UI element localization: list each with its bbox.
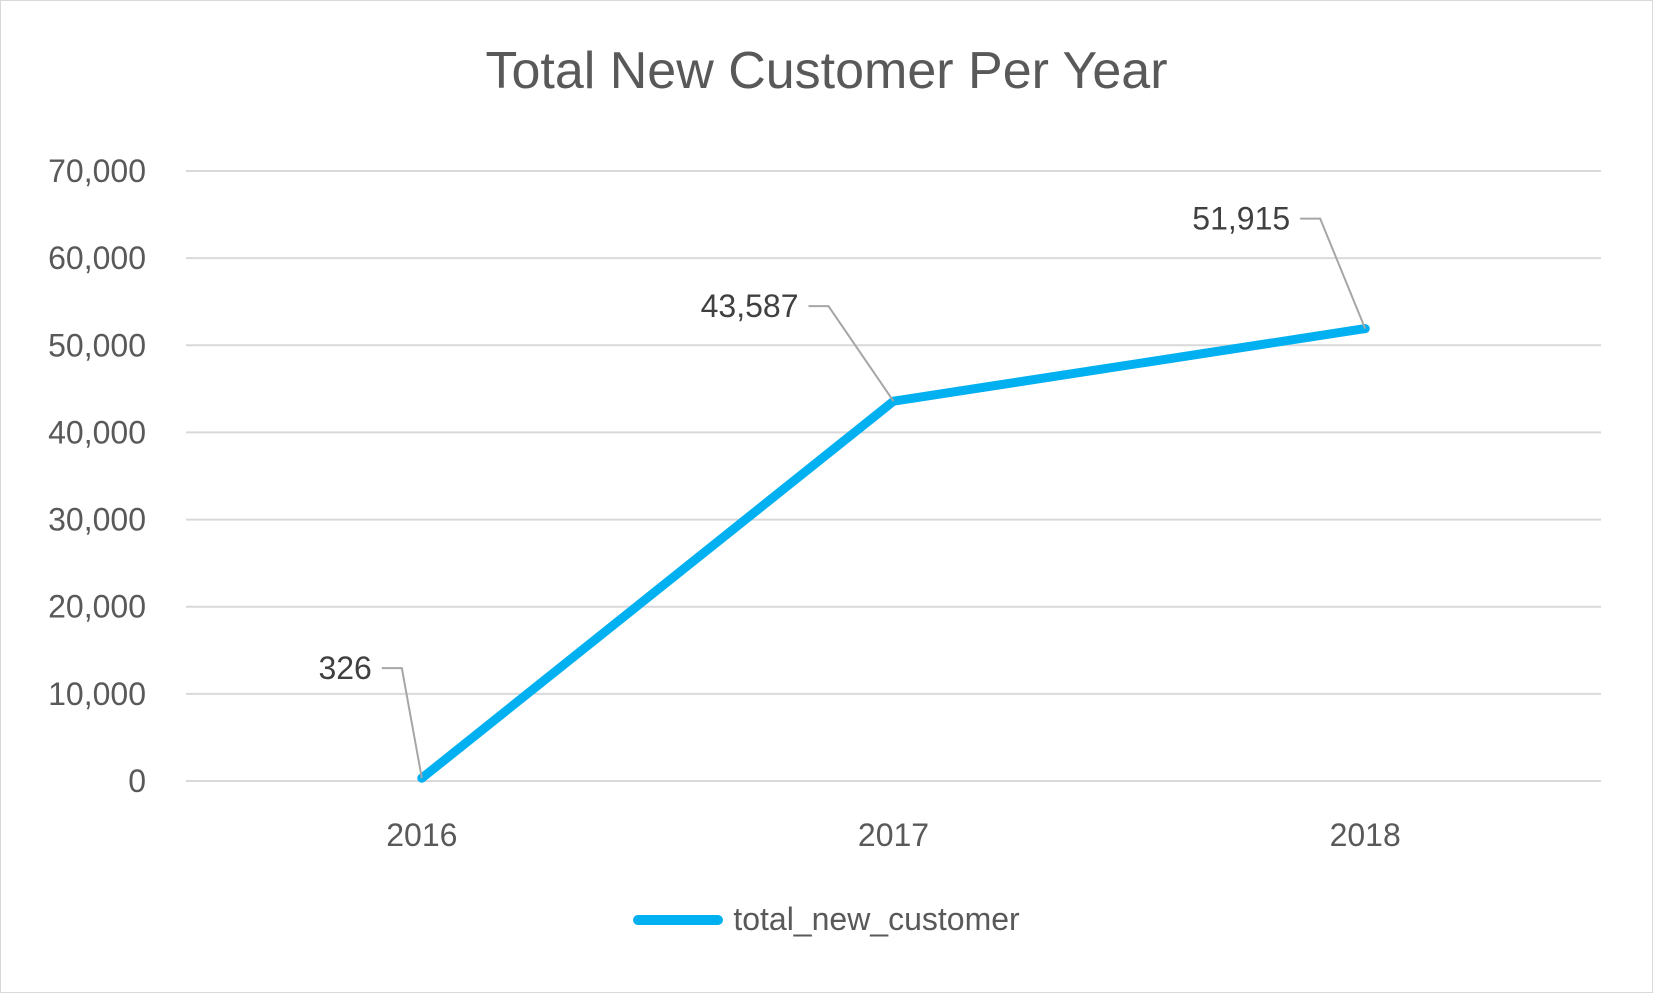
x-tick-label: 2018: [1330, 817, 1401, 853]
x-tick-label: 2017: [858, 817, 929, 853]
data-label: 51,915: [1192, 201, 1290, 237]
data-label-leader: [1300, 217, 1367, 329]
chart-title: Total New Customer Per Year: [485, 42, 1168, 100]
data-label: 43,587: [701, 288, 799, 324]
legend: total_new_customer: [1, 901, 1652, 938]
y-tick-label: 0: [128, 763, 146, 799]
x-axis-tick-labels: 2016 2017 2018: [386, 817, 1401, 853]
data-label: 326: [318, 650, 371, 686]
y-tick-label: 30,000: [48, 502, 146, 538]
y-tick-label: 20,000: [48, 589, 146, 625]
series-line: [417, 324, 1370, 783]
legend-swatch: [633, 914, 724, 925]
y-axis-tick-labels: 0 10,000 20,000 30,000 40,000 50,000 60,000 70,…: [48, 153, 146, 799]
gridlines: [186, 170, 1601, 782]
y-tick-label: 10,000: [48, 676, 146, 712]
x-tick-label: 2016: [386, 817, 457, 853]
y-tick-label: 70,000: [48, 153, 146, 189]
data-labels: 326 43,587 51,915: [318, 201, 1367, 779]
y-tick-label: 40,000: [48, 414, 146, 450]
y-tick-label: 50,000: [48, 327, 146, 363]
series-total-new-customer: [417, 324, 1370, 783]
legend-label: total_new_customer: [733, 901, 1020, 937]
data-label-leader: [808, 305, 895, 402]
y-tick-label: 60,000: [48, 240, 146, 276]
data-label-leader: [381, 667, 423, 779]
